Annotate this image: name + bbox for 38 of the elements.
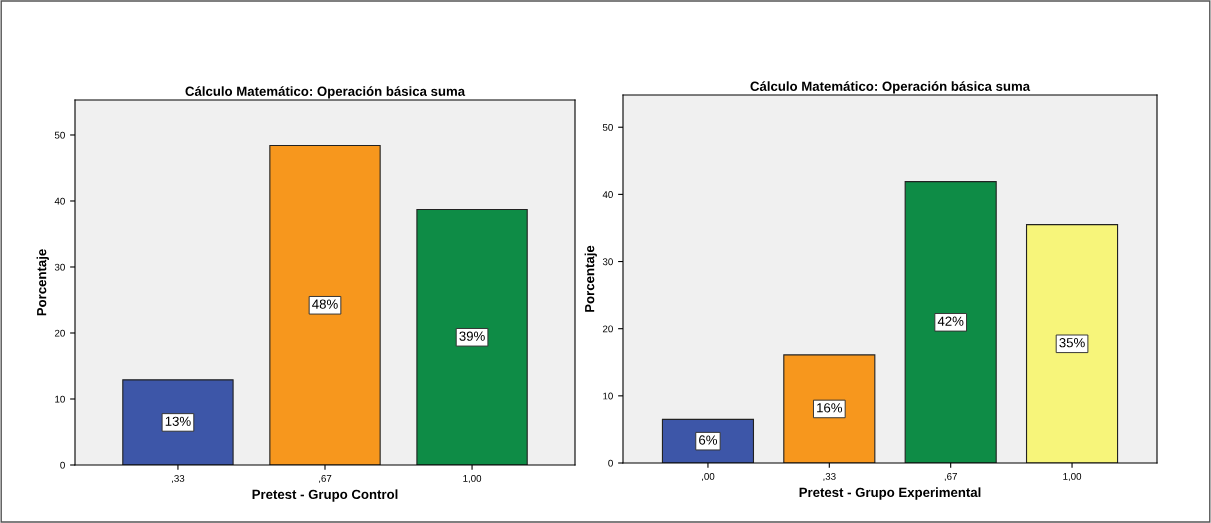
y-tick-label: 40 (602, 191, 613, 199)
x-tick-label: 1,00 (1063, 472, 1082, 482)
chart-title: Cálculo Matemático: Operación básica suma (750, 81, 1031, 94)
y-axis-title: Porcentaje (584, 245, 597, 312)
y-axis-title: Porcentaje (36, 249, 49, 316)
y-tick-label: 20 (54, 329, 65, 337)
y-tick-label: 50 (54, 131, 65, 139)
y-tick-label: 0 (60, 461, 65, 469)
data-label: 35% (1059, 338, 1085, 348)
y-tick-label: 10 (603, 392, 613, 400)
y-tick-label: 10 (55, 395, 65, 403)
y-tick-label: 30 (54, 263, 65, 271)
x-axis-title: Pretest - Grupo Experimental (799, 487, 981, 500)
data-label: 13% (165, 416, 191, 426)
chart-title: Cálculo Matemático: Operación básica suma (185, 86, 466, 99)
data-label: 48% (312, 299, 338, 309)
y-tick-label: 20 (602, 325, 613, 333)
bar (904, 181, 997, 463)
data-label: 42% (937, 316, 964, 326)
x-tick-label: ,33 (172, 474, 185, 484)
data-label: 16% (817, 403, 843, 413)
x-tick-label: ,00 (702, 472, 715, 482)
y-tick-label: 50 (602, 123, 613, 131)
y-tick-label: 0 (608, 459, 613, 467)
x-axis-title: Pretest - Grupo Control (252, 489, 398, 502)
x-tick-label: 1,00 (463, 474, 482, 484)
bar (1025, 224, 1119, 463)
bar (269, 144, 381, 465)
bar (416, 209, 528, 465)
x-tick-label: ,33 (823, 472, 836, 482)
data-label: 6% (699, 435, 718, 445)
x-tick-label: ,67 (944, 472, 957, 482)
bar (122, 379, 234, 465)
y-tick-label: 30 (602, 258, 613, 266)
x-tick-label: ,67 (319, 474, 332, 484)
bar (783, 354, 876, 463)
data-label: 39% (459, 331, 485, 341)
y-tick-label: 40 (54, 197, 65, 205)
